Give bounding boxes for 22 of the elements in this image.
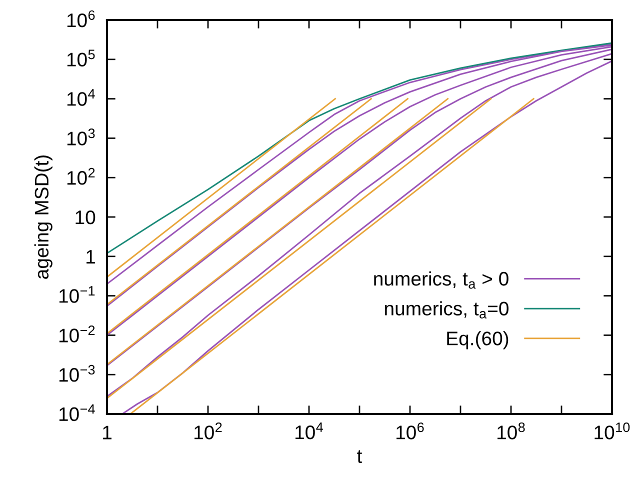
y-tick-label: 10$^{−1}$ [59,286,95,303]
y-tick-label: 10$^{4}$ [67,89,95,106]
y-tick-label: 10$^{−4}$ [59,404,95,422]
x-axis-title: t [357,450,362,464]
x-tick-label: 10$^{10}$ [594,422,630,440]
x-tick-label: 10$^{4}$ [296,422,324,440]
x-tick-label: 10$^{2}$ [194,422,222,440]
x-tick-label: 1 [103,426,112,440]
y-tick-label: 10$^{−3}$ [59,364,95,382]
legend-label: numerics, t$_{a}$ > 0 [374,271,508,289]
y-tick-label: 10$^{2}$ [67,168,95,185]
y-tick-label: 10$^{5}$ [67,50,95,66]
legend-label: Eq.(60) [447,331,508,350]
y-tick-label: 10$^{6}$ [67,10,95,28]
legend-label: numerics, t$_{a}$=0 [385,301,508,319]
y-tick-label: 10 [76,210,96,224]
y-tick-label: 10$^{−2}$ [59,326,95,342]
x-tick-label: 10$^{6}$ [396,422,424,440]
x-tick-label: 10$^{8}$ [498,422,525,440]
y-tick-label: 10$^{3}$ [67,128,95,146]
y-tick-label: 1 [86,250,95,264]
y-axis-title: ageing MSD(t) [34,156,52,279]
